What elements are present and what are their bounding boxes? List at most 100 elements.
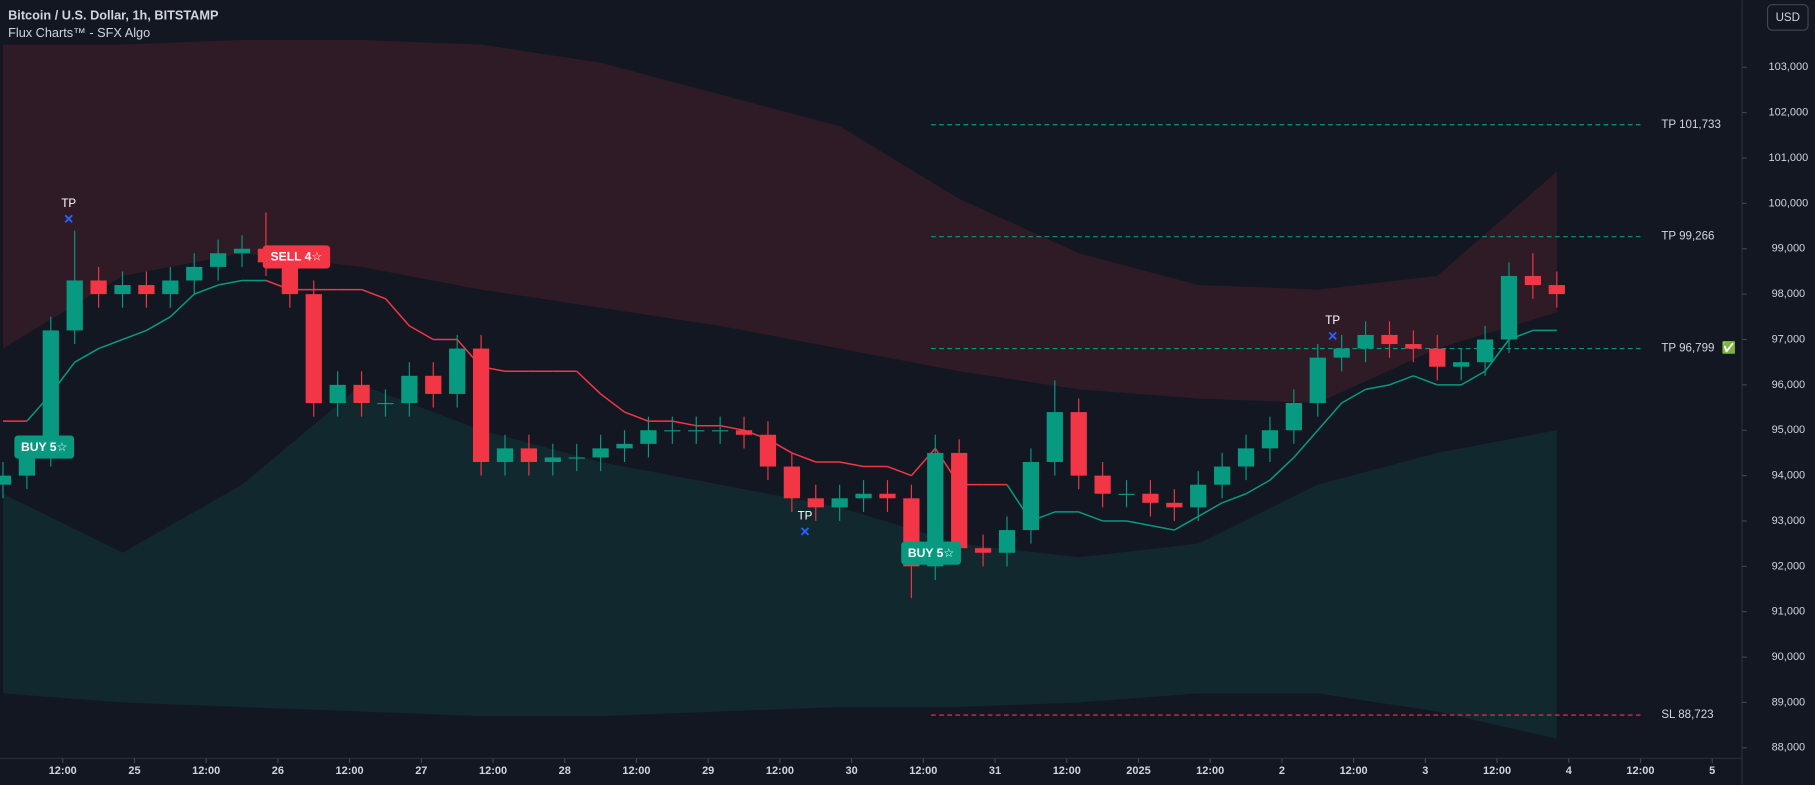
cloud-band [2,384,1557,739]
plot-area: TP 101,733 TP 99,266 TP 96,799 ✅ SL 88,723 BU… [0,40,1736,739]
x-tick-label: 12:00 [336,765,364,777]
candle-body [1333,348,1350,358]
candle-body [688,430,705,432]
candle-body [1429,348,1446,367]
candle-body [1118,493,1135,495]
x-tick-label: 12:00 [1483,765,1511,777]
cloud-band [2,40,1557,404]
candle-body [1237,448,1255,467]
candle-body [305,294,322,404]
y-tick-label: 92,000 [1772,560,1806,572]
trailing-stop [600,393,625,413]
x-tick-label: 2 [1279,765,1285,777]
candle-body [831,498,848,508]
x-tick-label: 31 [989,765,1001,777]
x-tick-label: 4 [1566,765,1573,777]
y-tick-label: 97,000 [1772,333,1806,345]
candle-body [1166,502,1183,508]
trailing-stop [1365,384,1390,391]
candle-body [879,493,896,499]
tp-label: TP [798,510,813,522]
trailing-stop [887,465,912,477]
trailing-stop [1484,339,1510,372]
x-tick-label: 12:00 [622,765,650,777]
candle-body [520,448,538,462]
x-tick-label: 12:00 [1626,765,1654,777]
trailing-stop [1150,524,1175,531]
candle-body [951,452,968,549]
y-tick-label: 96,000 [1772,379,1806,391]
y-tick-label: 102,000 [1769,107,1809,119]
trailing-stop [672,420,697,427]
currency-button[interactable] [1766,4,1809,31]
trailing-stop [1078,511,1103,522]
candle-body [496,448,514,462]
signal-box [901,541,961,565]
candle-body [353,384,370,404]
x-tick-label: 12:00 [192,765,220,777]
y-tick-label: 93,000 [1772,515,1806,527]
trailing-stop [409,325,434,341]
candle-body [1453,362,1470,367]
candle-body [66,280,83,331]
signal-label: SELL 4☆ [271,250,323,264]
candle-body [855,493,872,499]
candle-body [449,348,466,394]
candle-body [1070,412,1087,476]
signal-box [262,245,331,269]
trailing-stop [217,279,243,286]
candle-body [568,457,585,459]
candle-body [233,248,251,254]
level-label: SL 88,723 [1661,709,1713,721]
tp-cross [800,527,810,536]
trailing-stop [624,411,649,422]
trailing-stop [1317,402,1343,431]
signal-box [14,435,75,459]
tp-label: TP [1325,315,1340,327]
currency-label[interactable]: USD [1776,12,1800,24]
level-label: TP 101,733 [1661,119,1721,131]
level-hit-mark: ✅ [1722,341,1736,355]
candle-body [1405,344,1422,349]
x-tick-label: 25 [128,765,140,777]
trailing-stop [1221,493,1247,504]
candle-body [1476,339,1494,363]
x-tick-label: 12:00 [766,765,794,777]
x-tick-label: 12:00 [479,765,507,777]
x-tick-label: 5 [1709,765,1715,777]
trailing-stop [193,284,219,295]
indicator-name: Flux Charts™ - SFX Algo [8,25,150,40]
x-tick-label: 28 [559,765,571,777]
x-tick-label: 12:00 [1340,765,1368,777]
tp-label: TP [61,198,76,210]
candle-body [1046,412,1063,462]
y-tick-label: 88,000 [1772,742,1806,754]
candle-body [1285,403,1302,431]
y-tick-label: 90,000 [1772,651,1806,663]
trailing-stop [910,447,936,477]
trailing-stop [98,338,123,350]
x-tick-label: 27 [415,765,427,777]
y-tick-label: 94,000 [1772,470,1806,482]
x-tick-label: 29 [702,765,714,777]
trailing-stop [384,298,410,327]
x-tick-label: 12:00 [1053,765,1081,777]
x-tick-label: 12:00 [49,765,77,777]
candle-body [329,384,346,404]
candle-body [114,285,131,295]
candle-body [1309,357,1326,404]
x-tick-label: 3 [1422,765,1428,777]
candle-body [592,448,609,458]
y-tick-label: 101,000 [1769,152,1809,164]
y-tick-label: 98,000 [1772,288,1806,300]
trailing-stop [146,316,171,332]
trailing-stop [1173,515,1199,531]
candle-body [735,430,753,435]
x-tick-label: 30 [846,765,858,777]
candle-body [544,457,561,462]
candle-body [162,280,179,295]
y-tick-label: 95,000 [1772,424,1806,436]
candle-body [1190,484,1207,508]
